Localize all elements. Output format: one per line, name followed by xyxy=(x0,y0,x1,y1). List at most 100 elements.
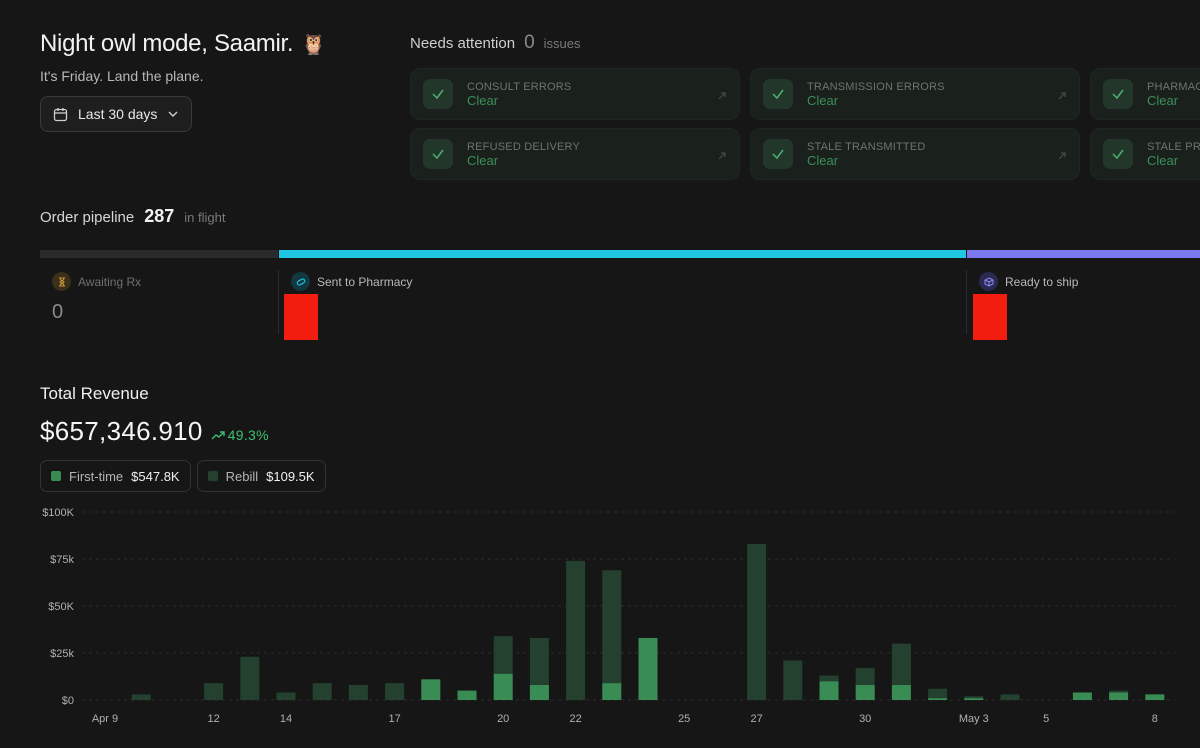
bar-rebill[interactable] xyxy=(131,694,151,700)
bar-rebill[interactable] xyxy=(240,656,260,700)
bar-rebill[interactable] xyxy=(312,683,332,700)
legend-rebill[interactable]: Rebill $109.5K xyxy=(196,460,326,492)
legend-value: $109.5K xyxy=(266,468,315,484)
x-tick-label: Apr 9 xyxy=(92,713,118,725)
pipeline-title: Order pipeline xyxy=(40,209,135,226)
legend-first-time[interactable]: First-time $547.8K xyxy=(40,460,191,492)
x-tick-label: 8 xyxy=(1152,713,1158,725)
stage-ready-to-ship[interactable]: Ready to ship xyxy=(979,272,1179,334)
x-tick-label: 12 xyxy=(207,713,219,725)
bar-rebill[interactable] xyxy=(855,668,875,685)
pipeline-bar-ready-to-ship xyxy=(967,250,1200,258)
bar-rebill[interactable] xyxy=(928,688,948,699)
stage-sent-to-pharmacy[interactable]: Sent to Pharmacy xyxy=(291,272,591,334)
date-range-button[interactable]: Last 30 days xyxy=(40,96,193,132)
bar-first-time[interactable] xyxy=(819,681,839,700)
bar-first-time[interactable] xyxy=(602,683,622,700)
pipeline-bar-sent-to-pharmacy xyxy=(279,250,966,258)
x-tick-label: 14 xyxy=(280,713,292,725)
y-tick-label: $100K xyxy=(42,507,74,519)
attention-card-refused-delivery[interactable]: REFUSED DELIVERY Clear xyxy=(410,128,740,180)
bar-rebill[interactable] xyxy=(204,683,224,700)
attention-card-stale-transmitted[interactable]: STALE TRANSMITTED Clear xyxy=(750,128,1080,180)
attention-title: Needs attention xyxy=(410,35,516,52)
bar-first-time[interactable] xyxy=(855,684,875,700)
bar-first-time[interactable] xyxy=(457,690,477,700)
bar-rebill[interactable] xyxy=(385,683,405,700)
greeting-text: Night owl mode, Saamir. xyxy=(40,30,294,57)
bar-rebill[interactable] xyxy=(964,696,984,699)
legend-swatch xyxy=(51,471,61,481)
needs-attention: Needs attention 0 issues CONSULT ERRORS C… xyxy=(410,32,1200,180)
bar-rebill[interactable] xyxy=(1109,690,1129,693)
arrow-up-right-icon xyxy=(717,88,727,106)
bar-first-time[interactable] xyxy=(1109,692,1129,700)
x-tick-label: 27 xyxy=(750,713,762,725)
stage-label: Ready to ship xyxy=(1005,274,1079,289)
attention-count: 0 xyxy=(524,32,535,53)
x-tick-label: 17 xyxy=(388,713,400,725)
x-tick-label: 30 xyxy=(859,713,871,725)
bar-rebill[interactable] xyxy=(493,636,513,674)
check-icon xyxy=(763,79,793,109)
bar-first-time[interactable] xyxy=(529,684,549,700)
bar-first-time[interactable] xyxy=(964,698,984,700)
legend-value: $547.8K xyxy=(131,468,180,484)
stage-awaiting-rx[interactable]: Awaiting Rx 0 xyxy=(52,272,272,334)
bar-first-time[interactable] xyxy=(1072,692,1092,700)
attention-card-label: REFUSED DELIVERY xyxy=(467,141,581,153)
bar-rebill[interactable] xyxy=(602,570,622,684)
x-tick-label: 22 xyxy=(569,713,581,725)
attention-card-value: Clear xyxy=(807,153,839,168)
pill-icon xyxy=(291,272,310,291)
bar-rebill[interactable] xyxy=(348,684,368,700)
bar-first-time[interactable] xyxy=(1145,694,1165,700)
bar-rebill[interactable] xyxy=(529,637,549,685)
arrow-up-right-icon xyxy=(717,148,727,166)
revenue-legend: First-time $547.8K Rebill $109.5K xyxy=(40,460,326,492)
pipeline-bar-awaiting-rx xyxy=(40,250,278,258)
bar-rebill[interactable] xyxy=(747,543,767,700)
attention-unit: issues xyxy=(543,36,581,51)
attention-card-value: Clear xyxy=(807,93,839,108)
attention-card-pharmacy[interactable]: PHARMACYClear xyxy=(1090,68,1200,120)
bar-first-time[interactable] xyxy=(638,637,658,700)
revenue-title: Total Revenue xyxy=(40,384,149,403)
hourglass-icon xyxy=(52,272,71,291)
bar-first-time[interactable] xyxy=(928,698,948,700)
bar-rebill[interactable] xyxy=(276,692,296,700)
stage-label: Awaiting Rx xyxy=(78,274,142,289)
bar-first-time[interactable] xyxy=(493,673,513,700)
legend-label: Rebill xyxy=(225,468,259,484)
revenue-chart: $100K $75k $50K $25k $0 Apr 9 12 14 17 20 22 25 27 30… xyxy=(42,507,1175,725)
redaction-block xyxy=(973,294,1007,340)
stage-value: 0 xyxy=(52,301,64,323)
check-icon xyxy=(423,139,453,169)
attention-header: Needs attention 0 issues xyxy=(410,32,1200,56)
y-tick-label: $50K xyxy=(48,601,74,613)
attention-card-stale-pro[interactable]: STALE PROClear xyxy=(1090,128,1200,180)
bar-rebill[interactable] xyxy=(891,643,911,685)
owl-icon: 🦉 xyxy=(301,33,326,56)
bar-rebill[interactable] xyxy=(783,660,803,700)
bar-first-time[interactable] xyxy=(891,684,911,700)
bar-rebill[interactable] xyxy=(819,675,839,682)
x-tick-label: 25 xyxy=(678,713,690,725)
y-tick-label: $0 xyxy=(62,695,74,707)
legend-label: First-time xyxy=(69,468,124,484)
calendar-icon xyxy=(53,107,68,122)
check-icon xyxy=(1103,79,1133,109)
arrow-up-right-icon xyxy=(1057,148,1067,166)
attention-card-label: STALE TRANSMITTED xyxy=(807,141,926,153)
attention-card-consult-errors[interactable]: CONSULT ERRORS Clear xyxy=(410,68,740,120)
bar-first-time[interactable] xyxy=(421,679,441,700)
pipeline-count: 287 xyxy=(144,206,175,226)
redaction-block xyxy=(284,294,318,340)
bar-rebill[interactable] xyxy=(566,560,586,700)
chevron-down-icon xyxy=(167,108,179,120)
attention-card-label: TRANSMISSION ERRORS xyxy=(807,81,945,93)
bar-rebill[interactable] xyxy=(1000,694,1020,700)
pipeline-header: Order pipeline 287 in flight xyxy=(40,206,225,227)
attention-card-transmission-errors[interactable]: TRANSMISSION ERRORS Clear xyxy=(750,68,1080,120)
